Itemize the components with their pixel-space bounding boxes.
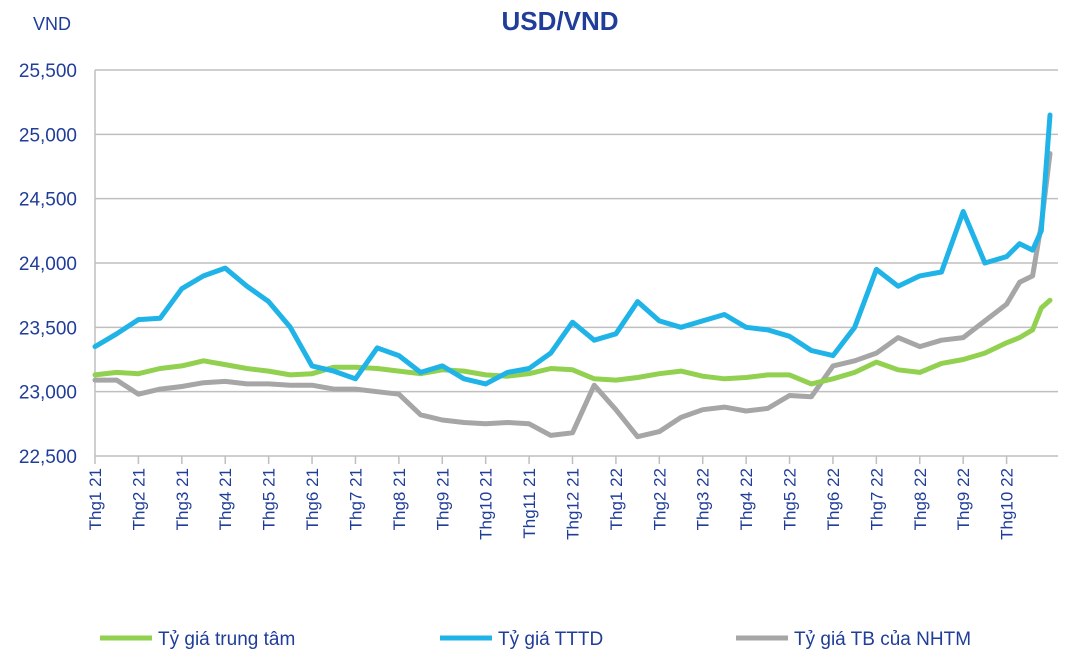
x-tick-label: Thg10 21 <box>477 468 496 540</box>
y-tick-label: 22,500 <box>19 447 77 468</box>
series-line-1 <box>92 297 1053 387</box>
x-tick-label: Thg9 21 <box>433 468 452 530</box>
y-tick-label: 25,500 <box>19 61 77 82</box>
x-tick-label: Thg10 22 <box>998 468 1017 540</box>
x-tick-label: Thg2 22 <box>650 468 669 530</box>
x-tick-label: Thg1 21 <box>86 468 105 530</box>
y-tick-label: 23,500 <box>19 318 77 339</box>
x-tick-label: Thg4 22 <box>737 468 756 530</box>
x-tick-label: Thg4 21 <box>216 468 235 530</box>
series-line-3 <box>92 151 1053 440</box>
chart-title: USD/VND <box>501 6 618 36</box>
x-tick-label: Thg6 22 <box>824 468 843 530</box>
x-tick-label: Thg7 21 <box>346 468 365 530</box>
legend-label-1: Tỷ giá trung tâm <box>158 629 295 650</box>
x-tick-label: Thg9 22 <box>954 468 973 530</box>
x-tick-label: Thg3 22 <box>694 468 713 530</box>
x-tick-label: Thg5 21 <box>260 468 279 530</box>
x-tick-label: Thg6 21 <box>303 468 322 530</box>
x-tick-label: Thg3 21 <box>173 468 192 530</box>
x-tick-label: Thg12 21 <box>564 468 583 540</box>
x-tick-label: Thg8 22 <box>911 468 930 530</box>
x-tick-label: Thg8 21 <box>390 468 409 530</box>
y-tick-label: 25,000 <box>19 125 77 146</box>
y-tick-label: 23,000 <box>19 383 77 404</box>
x-tick-label: Thg2 21 <box>129 468 148 530</box>
legend-label-3: Tỷ giá TB của NHTM <box>794 629 971 650</box>
y-tick-label: 24,000 <box>19 254 77 275</box>
x-tick-label: Thg7 22 <box>867 468 886 530</box>
x-tick-label: Thg1 22 <box>607 468 626 530</box>
y-axis-unit-label: VND <box>33 14 71 34</box>
series-line-2 <box>92 112 1053 387</box>
x-tick-label: Thg5 22 <box>781 468 800 530</box>
x-tick-label: Thg11 21 <box>520 468 539 539</box>
y-tick-label: 24,500 <box>19 190 77 211</box>
legend-label-2: Tỷ giá TTTD <box>498 629 603 650</box>
